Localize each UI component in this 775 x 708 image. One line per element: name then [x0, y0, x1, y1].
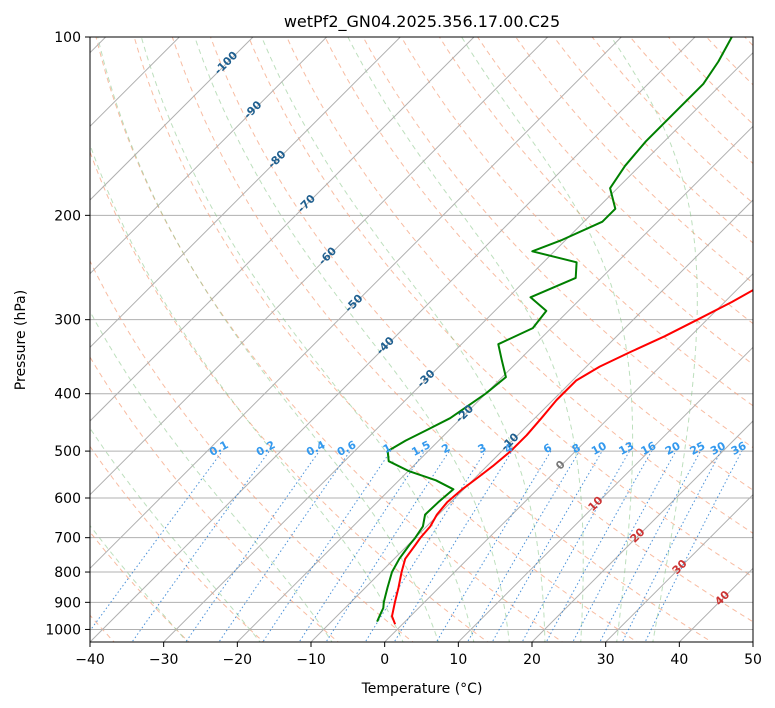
mixing-ratio-label: 16 [639, 439, 659, 458]
isotherm-line [90, 37, 696, 642]
isotherm-line [531, 420, 753, 642]
mixing-ratio-line [572, 450, 677, 642]
y-tick-label: 500 [54, 444, 81, 460]
isotherm-line [90, 37, 623, 570]
dry-adiabat-line [90, 150, 489, 642]
isotherm-line [604, 493, 753, 642]
y-tick-label: 600 [54, 491, 81, 507]
dry-adiabat-line [171, 37, 713, 642]
y-tick-label: 1000 [45, 622, 81, 638]
y-tick-label: 900 [54, 595, 81, 611]
temperature-profile-line [391, 288, 753, 625]
isotherm-line [457, 346, 753, 642]
x-tick-label: 10 [449, 652, 467, 668]
x-tick-label: −10 [296, 652, 326, 668]
moist-adiabat-line [261, 37, 546, 642]
moist-adiabat-line [347, 37, 584, 642]
isotherm-line [90, 37, 402, 349]
dry-adiabat-line [324, 37, 753, 491]
mixing-ratio-line [90, 450, 223, 632]
y-tick-label: 400 [54, 387, 81, 403]
mixing-ratio-line [621, 450, 722, 642]
x-tick-label: −40 [75, 652, 105, 668]
isotherm-line [752, 641, 753, 642]
mixing-ratio-line [218, 450, 351, 642]
x-tick-label: 30 [597, 652, 615, 668]
y-tick-label: 100 [54, 30, 81, 46]
mixing-ratio-label: 36 [729, 439, 749, 458]
y-axis: 1000 900 800 700 600 500 400 300 200 100 [45, 30, 90, 638]
moist-adiabat-line [90, 427, 261, 642]
mixing-ratio-label: 30 [708, 439, 728, 458]
moist-adiabat-line [461, 37, 634, 642]
series-layer [376, 37, 753, 625]
moist-adiabat-line [90, 524, 188, 642]
y-tick-label: 200 [54, 208, 81, 224]
dewpoint-profile-line [376, 37, 733, 623]
y-tick-label: 800 [54, 565, 81, 581]
x-axis: −40 −30 −20 −10 0 10 20 30 40 50 [75, 642, 762, 668]
isotherm-line [90, 37, 328, 275]
x-tick-label: 40 [670, 652, 688, 668]
mixing-ratio-line [131, 450, 270, 642]
dry-adiabat-line [133, 37, 638, 642]
mixing-ratio-line [466, 450, 580, 642]
mixing-ratio-line [185, 450, 320, 642]
isotherm-line [383, 272, 753, 642]
mixing-ratio-line [298, 450, 425, 642]
isotherm-line [90, 37, 475, 422]
mixing-ratio-label: 20 [663, 439, 683, 458]
mixing-ratio-line [325, 450, 450, 642]
dry-adiabat-line [248, 37, 753, 578]
moist-adiabat-line [194, 37, 510, 642]
x-axis-title: Temperature (°C) [361, 681, 483, 697]
mixing-ratio-line [262, 450, 392, 642]
isotherm-line [90, 37, 549, 496]
y-axis-title: Pressure (hPa) [13, 290, 29, 390]
dry-adiabat-line [90, 259, 414, 642]
grid-layer [90, 24, 775, 645]
y-tick-label: 300 [54, 313, 81, 329]
x-tick-label: 0 [380, 652, 389, 668]
mixing-ratio-label: 10 [589, 439, 609, 458]
x-tick-label: −20 [223, 652, 253, 668]
dry-adiabat-line [400, 37, 753, 407]
dry-adiabat-line [95, 37, 564, 642]
plot-background [90, 37, 753, 642]
isotherm-line [236, 125, 753, 642]
x-tick-label: 20 [523, 652, 541, 668]
dry-adiabat-line [90, 356, 340, 642]
mixing-ratio-label: 25 [688, 439, 708, 458]
isotherm-line [90, 37, 254, 201]
dry-adiabat-line [286, 37, 753, 534]
dry-adiabat-line [209, 37, 753, 623]
mixing-ratio-line [599, 450, 701, 642]
y-tick-label: 700 [54, 531, 81, 547]
mixing-ratio-line [364, 450, 486, 642]
x-tick-label: −30 [149, 652, 179, 668]
isotherm-line [162, 51, 753, 642]
mixing-ratio-line [393, 450, 513, 642]
moist-adiabat-line [90, 310, 333, 642]
plot-frame [89, 36, 754, 643]
x-tick-label: 50 [744, 652, 762, 668]
dry-adiabat-line [770, 24, 775, 645]
mixing-ratio-label: 13 [617, 439, 637, 458]
moist-adiabat-line [97, 37, 439, 642]
chart-title: wetPf2_GN04.2025.356.17.00.C25 [284, 12, 560, 32]
